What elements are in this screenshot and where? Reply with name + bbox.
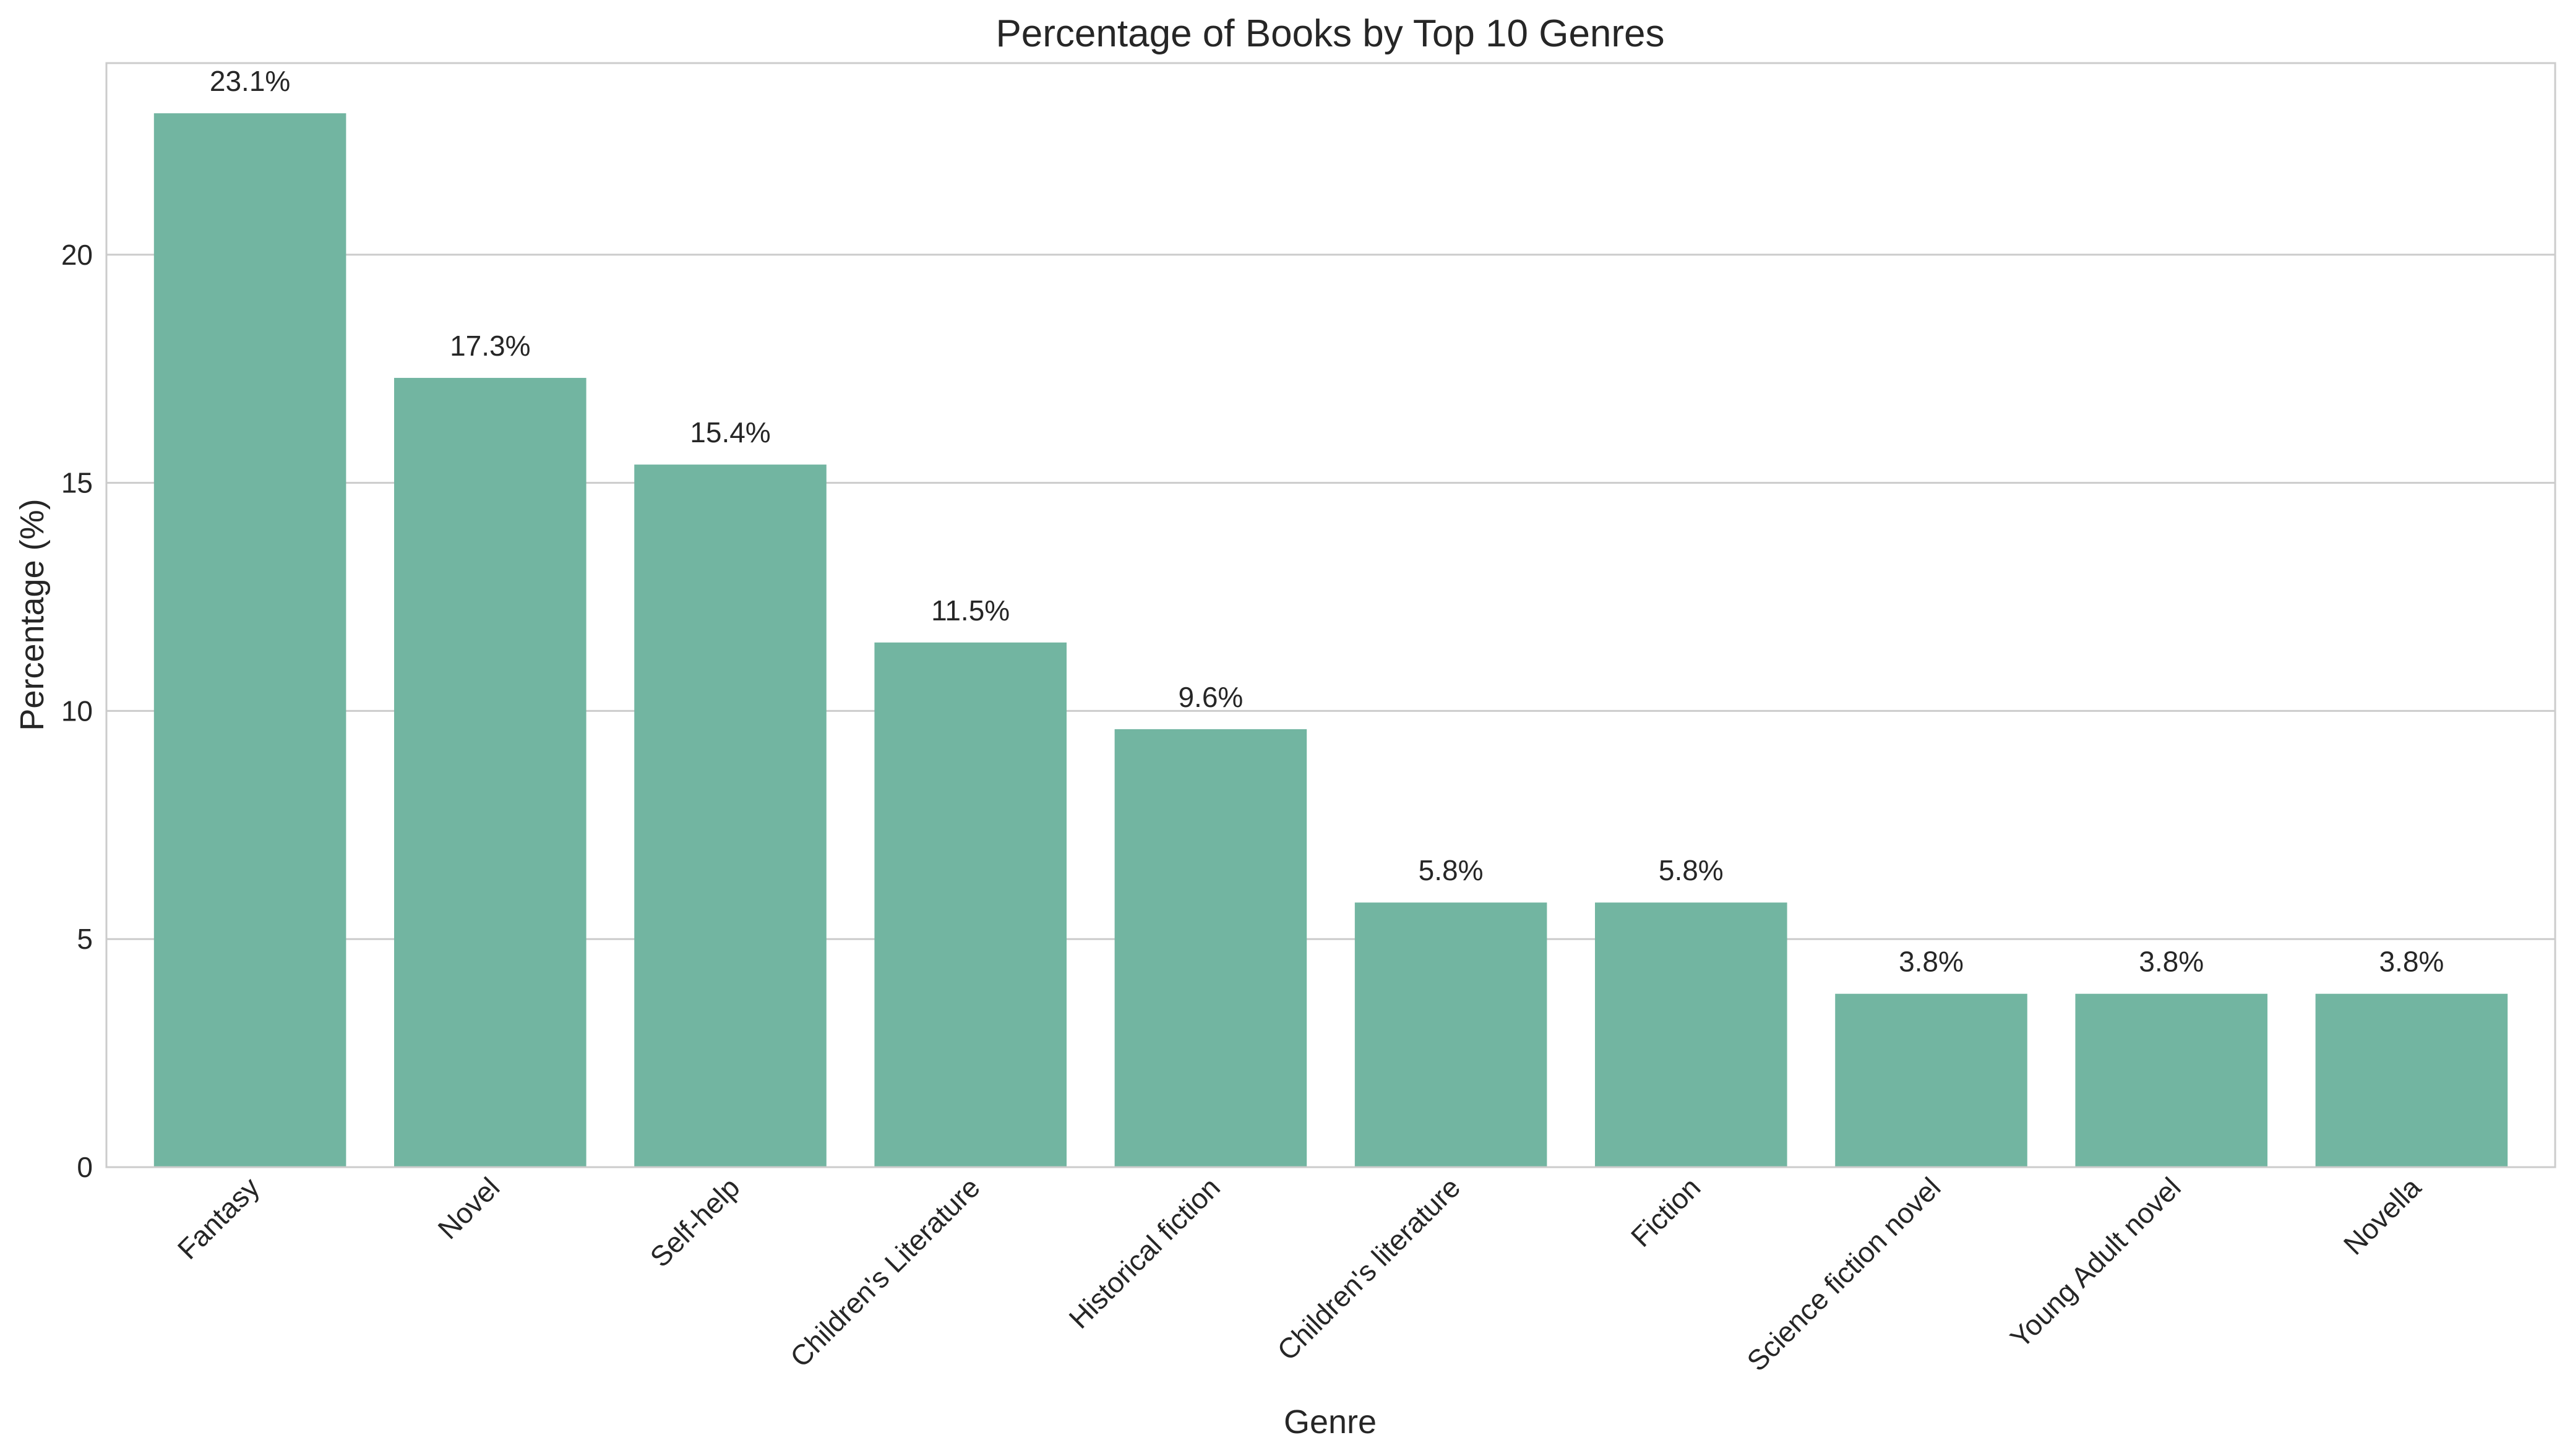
bar-value-label: 9.6% <box>1178 681 1243 713</box>
bar-value-label: 17.3% <box>450 330 530 362</box>
y-tick-label: 15 <box>61 467 93 499</box>
x-tick-label: Fantasy <box>171 1171 265 1265</box>
bars <box>153 113 2508 1168</box>
x-tick-label: Historical fiction <box>1062 1171 1226 1335</box>
x-tick-label: Self-help <box>643 1171 746 1273</box>
chart-title: Percentage of Books by Top 10 Genres <box>995 12 1664 55</box>
bar-value-label: 15.4% <box>690 416 770 448</box>
plot-frame <box>105 62 2556 1168</box>
bar <box>874 642 1067 1167</box>
bar <box>634 465 827 1168</box>
bar-value-label: 3.8% <box>2379 946 2444 978</box>
bar <box>394 377 587 1167</box>
x-axis-ticks: Fantasy Novel Self-help Children's Literatu… <box>171 1171 2428 1377</box>
x-tick-label: Science fiction novel <box>1740 1171 1946 1377</box>
bar <box>1595 902 1787 1167</box>
x-tick-label: Fiction <box>1625 1171 1707 1253</box>
bar-value-label: 5.8% <box>1659 854 1724 886</box>
x-tick-label: Young Adult novel <box>2004 1171 2187 1354</box>
bar <box>2315 993 2508 1167</box>
bar-value-label: 3.8% <box>2139 946 2204 978</box>
x-axis-label: Genre <box>1284 1403 1377 1441</box>
bar <box>1835 993 2027 1167</box>
y-tick-label: 5 <box>77 923 93 955</box>
x-tick-label: Children's Literature <box>784 1171 986 1373</box>
bar <box>153 113 346 1168</box>
bar-value-label: 11.5% <box>931 594 1010 627</box>
bar <box>1114 729 1307 1167</box>
x-tick-label: Novella <box>2337 1171 2428 1261</box>
y-tick-label: 10 <box>61 695 93 727</box>
bar-value-label: 5.8% <box>1419 854 1484 886</box>
bar-value-label: 23.1% <box>210 65 290 97</box>
y-tick-label: 20 <box>61 239 93 271</box>
bar-value-label: 3.8% <box>1899 946 1964 978</box>
bar <box>2075 993 2267 1167</box>
data-labels: 23.1% 17.3% 15.4% 11.5% 9.6% 5.8% 5.8% 3.8% 3.8%… <box>210 65 2444 978</box>
y-axis-ticks: 0 5 10 15 20 <box>61 239 93 1183</box>
x-tick-label: Children's literature <box>1271 1171 1466 1366</box>
y-tick-label: 0 <box>77 1151 93 1183</box>
y-axis-label: Percentage (%) <box>14 499 51 730</box>
x-tick-label: Novel <box>431 1171 505 1245</box>
bar <box>1354 902 1547 1167</box>
